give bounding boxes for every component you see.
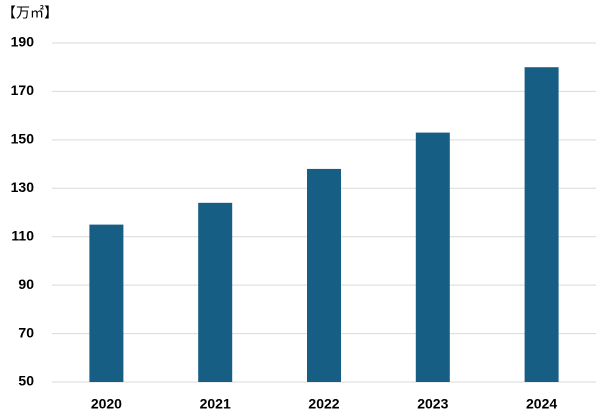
- y-tick-label: 150: [11, 131, 35, 147]
- y-tick-label: 130: [11, 179, 35, 195]
- bar: [198, 202, 233, 382]
- y-tick-label: 50: [18, 373, 34, 389]
- y-tick-label: 110: [11, 227, 34, 243]
- x-tick-label: 2023: [417, 396, 448, 412]
- bar: [89, 224, 124, 382]
- y-tick-label: 70: [18, 324, 34, 340]
- y-tick-label: 170: [11, 82, 35, 98]
- x-tick-label: 2024: [526, 396, 557, 412]
- x-tick-label: 2022: [308, 396, 339, 412]
- unit-label: 【万㎡】: [2, 5, 58, 21]
- y-tick-label: 90: [18, 276, 34, 292]
- bar: [307, 168, 341, 382]
- x-tick-label: 2020: [91, 396, 122, 412]
- x-tick-label: 2021: [200, 396, 231, 412]
- bar: [524, 67, 559, 382]
- y-tick-label: 190: [11, 34, 35, 50]
- bar: [415, 132, 450, 382]
